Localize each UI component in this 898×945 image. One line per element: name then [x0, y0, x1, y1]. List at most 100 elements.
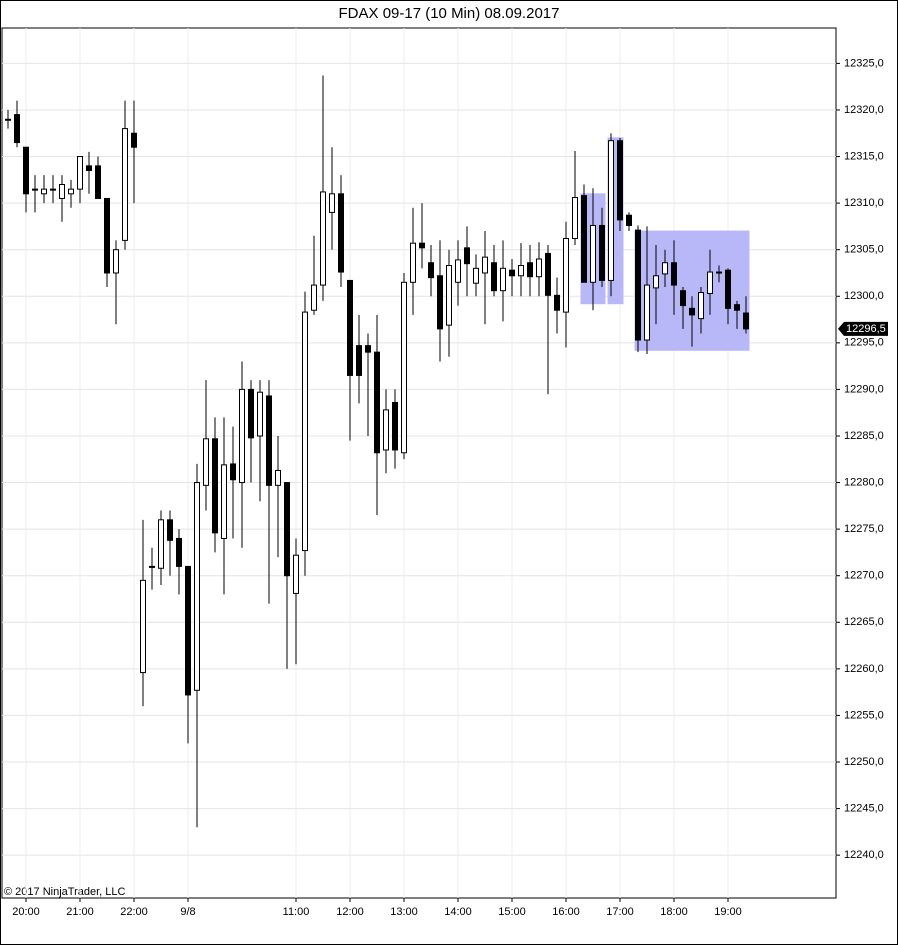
candle-body — [626, 214, 632, 226]
candle-body — [410, 242, 416, 283]
y-tick-label: 12300,0 — [844, 290, 884, 302]
candle-body — [500, 267, 506, 292]
candle-body — [680, 290, 686, 307]
y-tick-label: 12280,0 — [844, 476, 884, 488]
candle-body — [545, 252, 551, 296]
candle-body — [266, 395, 272, 486]
copyright: © 2017 NinjaTrader, LLC — [4, 886, 125, 898]
x-tick-label: 16:00 — [552, 906, 580, 918]
candle-body — [743, 312, 749, 330]
candle-body — [383, 409, 389, 451]
candle-body — [104, 197, 110, 274]
x-tick-label: 15:00 — [498, 906, 526, 918]
x-tick-label: 11:00 — [283, 906, 310, 918]
chart-title: FDAX 09-17 (10 Min) 08.09.2017 — [339, 5, 560, 22]
candle-body — [275, 469, 281, 486]
y-tick-label: 12255,0 — [844, 709, 884, 721]
candle-body — [599, 224, 605, 281]
candle-body — [212, 438, 218, 534]
candle-body — [158, 519, 164, 569]
candle-body — [617, 140, 623, 221]
candle-body — [464, 247, 470, 265]
y-tick-label: 12315,0 — [844, 150, 884, 162]
candle-body — [284, 482, 290, 577]
y-tick-label: 12310,0 — [844, 197, 884, 209]
candle-body — [374, 351, 380, 454]
candle-body — [95, 165, 101, 199]
x-tick-label: 13:00 — [390, 906, 418, 918]
candle-body — [23, 146, 29, 195]
candle-body — [401, 281, 407, 454]
y-tick-label: 12285,0 — [844, 430, 884, 442]
y-tick-label: 12290,0 — [844, 383, 884, 395]
candle-body — [131, 132, 137, 148]
y-tick-label: 12245,0 — [844, 802, 884, 814]
x-tick-label: 12:00 — [336, 906, 364, 918]
y-tick-label: 12275,0 — [844, 523, 884, 535]
candle-body — [392, 401, 398, 451]
y-tick-label: 12320,0 — [844, 104, 884, 116]
candle-body — [239, 388, 245, 484]
candle-body — [41, 188, 47, 195]
candle-body — [716, 271, 722, 274]
candle-body — [113, 249, 119, 274]
candle-body — [707, 271, 713, 294]
candle-body — [329, 193, 335, 213]
candle-body — [320, 191, 326, 286]
y-tick-label: 12260,0 — [844, 663, 884, 675]
y-tick-label: 12270,0 — [844, 570, 884, 582]
candle-body — [338, 193, 344, 273]
candle-body — [221, 464, 227, 539]
candle-body — [473, 267, 479, 284]
candle-body — [86, 165, 92, 172]
candle-body — [725, 269, 731, 309]
candle-body — [365, 345, 371, 353]
y-tick-label: 12325,0 — [844, 57, 884, 69]
y-tick-label: 12250,0 — [844, 756, 884, 768]
candle-body — [554, 294, 560, 311]
candle-body — [203, 438, 209, 486]
candle-body — [527, 262, 533, 278]
candle-body — [455, 259, 461, 283]
candle-body — [185, 565, 191, 696]
x-tick-label: 9/8 — [180, 906, 195, 918]
last-price-label: 12296,5 — [846, 323, 886, 335]
x-tick-label: 20:00 — [12, 906, 40, 918]
candle-body — [32, 188, 38, 191]
candle-body — [482, 256, 488, 274]
candle-body — [590, 224, 596, 283]
candle-body — [14, 114, 20, 144]
candle-body — [446, 265, 452, 326]
candle-body — [293, 554, 299, 594]
candle-body — [122, 128, 128, 241]
candle-body — [428, 262, 434, 279]
candle-body — [509, 269, 515, 277]
candle-body — [149, 565, 155, 568]
candle-body — [347, 279, 353, 376]
candle-body — [248, 388, 254, 439]
candle-body — [653, 275, 659, 289]
candle-body — [608, 140, 614, 281]
candle-body — [536, 258, 542, 278]
y-tick-label: 12295,0 — [844, 337, 884, 349]
candle-body — [311, 284, 317, 311]
y-tick-label: 12305,0 — [844, 244, 884, 256]
candle-body — [59, 183, 65, 199]
plot-frame — [1, 27, 837, 899]
x-tick-label: 21:00 — [66, 906, 94, 918]
candle-body — [662, 262, 668, 275]
candle-body — [230, 463, 236, 481]
candle-body — [437, 275, 443, 330]
candle-body — [635, 229, 641, 341]
candle-body — [671, 262, 677, 286]
x-tick-label: 22:00 — [120, 906, 148, 918]
candle-body — [518, 265, 524, 277]
candle-body — [77, 156, 83, 190]
candle-body — [302, 311, 308, 552]
x-tick-label: 17:00 — [606, 906, 634, 918]
candle-body — [419, 242, 425, 249]
y-tick-label: 12240,0 — [844, 849, 884, 861]
candle-body — [644, 284, 650, 341]
candle-body — [563, 238, 569, 313]
